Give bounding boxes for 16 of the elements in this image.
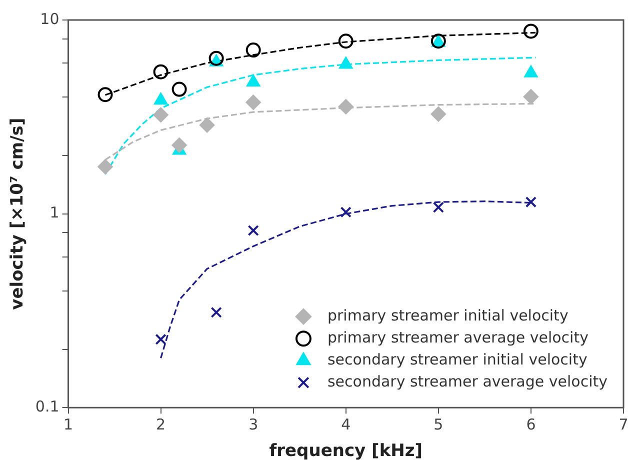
y-tick-label: 0.1	[35, 397, 60, 416]
x-tick-label: 6	[526, 415, 536, 434]
x-tick-label: 7	[618, 415, 628, 434]
y-tick-label: 1	[50, 204, 60, 222]
y-tick-label: 10	[40, 10, 60, 28]
y-axis-title: velocity [×10⁷ cm/s]	[8, 118, 28, 310]
x-tick-label: 1	[63, 415, 74, 434]
legend-label: secondary streamer average velocity	[327, 372, 608, 390]
x-tick-label: 5	[434, 415, 444, 434]
x-tick-label: 3	[248, 415, 258, 434]
x-tick-label: 4	[341, 415, 351, 434]
legend-label: primary streamer initial velocity	[327, 306, 568, 324]
legend-label: secondary streamer initial velocity	[327, 350, 588, 368]
x-axis-title: frequency [kHz]	[269, 441, 423, 462]
legend-label: primary streamer average velocity	[327, 328, 589, 346]
x-tick-label: 2	[156, 415, 166, 434]
